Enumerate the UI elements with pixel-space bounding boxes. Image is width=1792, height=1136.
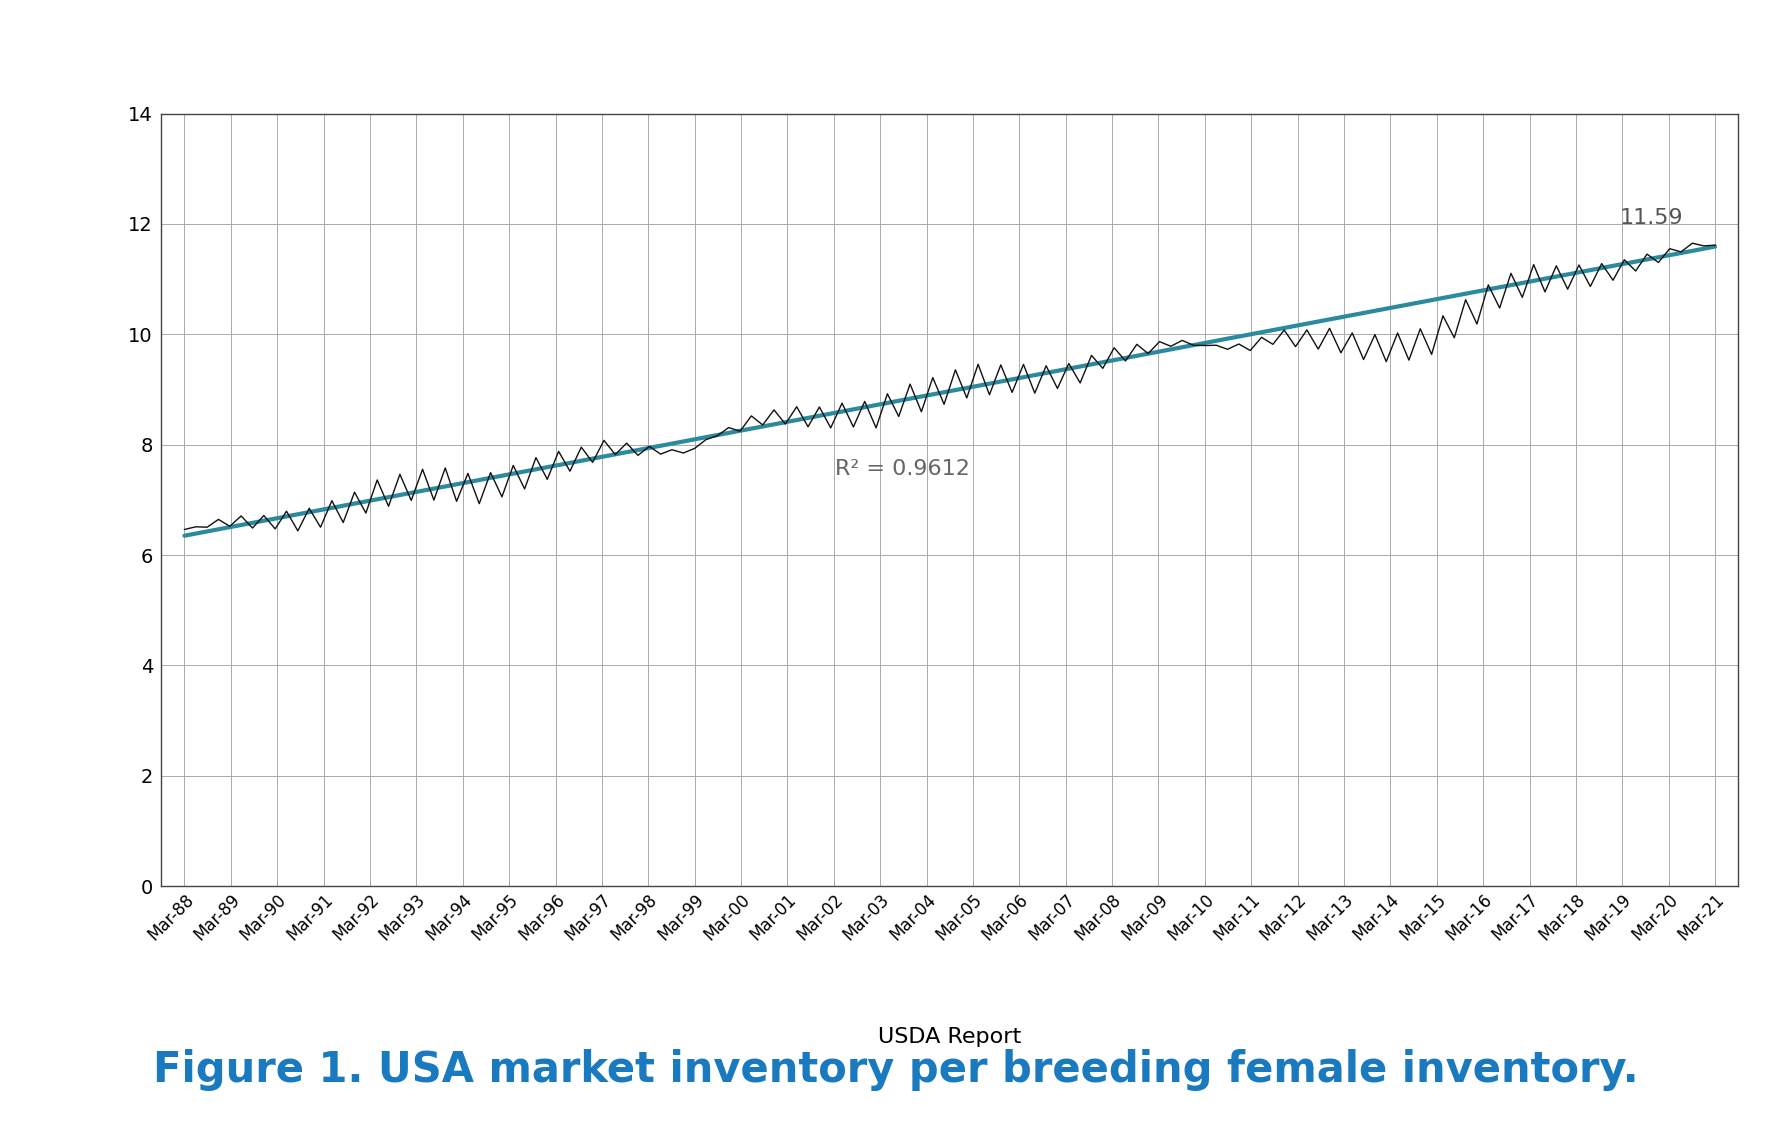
- Text: 11.59: 11.59: [1620, 208, 1683, 228]
- Text: Figure 1. USA market inventory per breeding female inventory.: Figure 1. USA market inventory per breed…: [152, 1049, 1640, 1091]
- Text: R² = 0.9612: R² = 0.9612: [835, 459, 969, 479]
- X-axis label: USDA Report: USDA Report: [878, 1027, 1021, 1047]
